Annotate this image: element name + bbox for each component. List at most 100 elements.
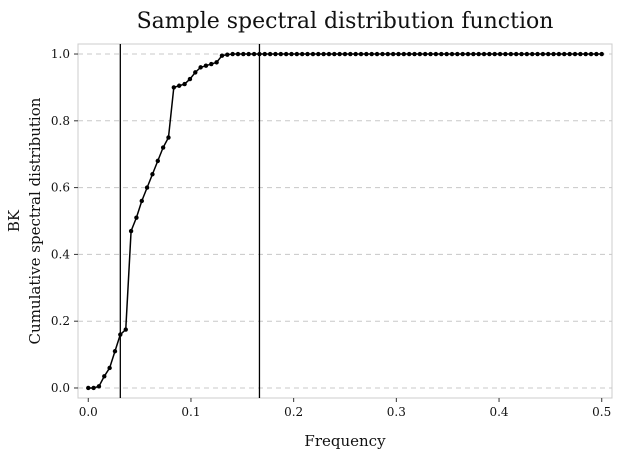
data-point [267,51,273,57]
data-point [530,51,535,57]
series-layer [86,51,604,391]
data-point [155,158,160,164]
data-point [305,51,310,57]
data-point [540,51,546,57]
data-point [428,51,433,57]
data-point [278,51,284,57]
data-point [321,51,326,57]
data-point [342,51,348,57]
x-tick-label: 0.0 [79,405,98,419]
x-axis-label: Frequency [304,432,386,450]
data-point [262,51,267,57]
data-point [182,81,187,87]
y-axis-label: Cumulative spectral distribution [26,97,44,344]
data-point [503,51,508,57]
data-point [198,65,203,70]
data-point [123,327,128,332]
data-point [460,51,465,57]
data-point [390,51,396,57]
data-point [481,51,487,57]
y-tick-label: 0.8 [51,114,70,128]
x-tick-label: 0.2 [284,405,303,419]
data-point [497,51,503,57]
data-point [225,52,230,57]
data-point [310,51,316,57]
data-point [203,63,209,68]
data-point [513,51,519,57]
data-point [535,51,540,57]
y-ticks: 0.0 0.2 0.4 0.6 0.8 1.0 [51,47,78,395]
data-point [160,145,166,150]
data-point [337,51,342,57]
data-point [423,51,428,57]
data-point [492,51,497,57]
vertical-reference-lines [119,44,261,398]
data-point [235,51,241,57]
y-tick-label: 0.2 [51,314,70,328]
data-point [294,51,300,57]
grid-lines [78,53,612,389]
data-point [546,51,551,57]
data-point [241,51,246,57]
data-point [128,228,134,234]
data-point [588,51,594,57]
data-point [112,349,118,354]
data-point [406,51,412,57]
data-point [102,374,107,379]
data-point [374,51,380,57]
data-point [465,51,471,57]
data-point [171,85,177,90]
data-point [299,51,305,57]
x-tick-label: 0.1 [181,405,200,419]
data-point [412,51,417,57]
data-point [358,51,364,57]
data-point [476,51,481,57]
data-point [326,51,332,57]
data-point [193,70,198,75]
data-point [91,385,96,391]
data-point [118,332,123,337]
data-point [524,51,530,57]
data-point [348,51,353,57]
y-axis-label-top: BK [5,209,23,232]
x-ticks: 0.0 0.1 0.2 0.3 0.4 0.5 [79,398,611,419]
data-point [316,51,321,57]
data-point [107,365,112,371]
data-point [417,51,423,57]
plot-border [77,43,613,399]
data-point [508,51,514,57]
data-point [578,51,583,57]
data-point [551,51,556,57]
x-tick-label: 0.5 [592,405,611,419]
series-line [88,53,602,389]
data-point [139,198,144,204]
data-point [273,51,278,57]
data-point [150,172,155,177]
data-point [369,51,374,57]
data-point [556,51,562,57]
data-point [166,135,171,140]
data-point [257,51,262,57]
chart-title: Sample spectral distribution function [137,9,554,34]
y-tick-label: 0.4 [51,247,70,261]
data-point [353,51,358,57]
data-point [364,51,369,57]
data-point [219,53,225,58]
data-point [455,51,460,57]
data-point [251,51,257,57]
x-tick-label: 0.3 [387,405,406,419]
data-point [439,51,444,57]
data-point [583,51,588,57]
data-point [471,51,476,57]
data-point [380,51,385,57]
data-point [144,185,150,190]
data-point [433,51,439,57]
data-point [86,385,91,391]
x-tick-label: 0.4 [489,405,508,419]
data-point [187,76,193,82]
y-tick-label: 1.0 [51,47,70,61]
data-point [96,384,102,389]
data-point [396,51,401,57]
data-point [209,61,214,67]
